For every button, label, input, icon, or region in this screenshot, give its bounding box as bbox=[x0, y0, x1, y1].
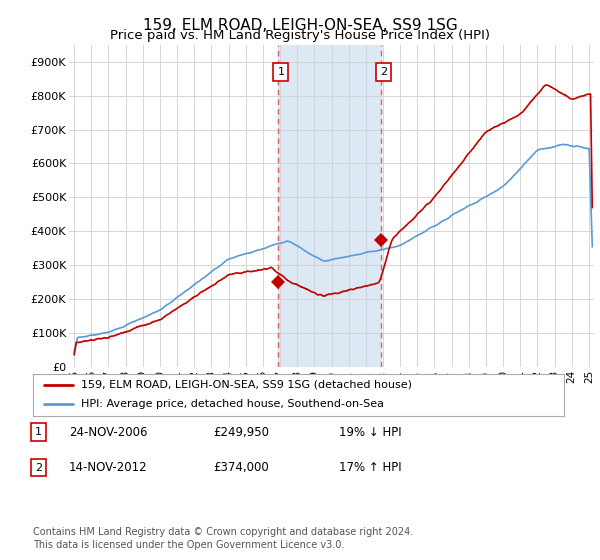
Text: £374,000: £374,000 bbox=[213, 461, 269, 474]
Text: 1: 1 bbox=[35, 427, 42, 437]
Text: 2: 2 bbox=[380, 67, 387, 77]
Text: Price paid vs. HM Land Registry's House Price Index (HPI): Price paid vs. HM Land Registry's House … bbox=[110, 29, 490, 42]
Text: HPI: Average price, detached house, Southend-on-Sea: HPI: Average price, detached house, Sout… bbox=[81, 399, 384, 409]
Text: 2: 2 bbox=[35, 463, 42, 473]
Text: £249,950: £249,950 bbox=[213, 426, 269, 439]
Text: 1: 1 bbox=[277, 67, 284, 77]
Bar bbox=[278, 45, 381, 367]
Text: 19% ↓ HPI: 19% ↓ HPI bbox=[339, 426, 401, 439]
Text: 17% ↑ HPI: 17% ↑ HPI bbox=[339, 461, 401, 474]
Text: 159, ELM ROAD, LEIGH-ON-SEA, SS9 1SG (detached house): 159, ELM ROAD, LEIGH-ON-SEA, SS9 1SG (de… bbox=[81, 380, 412, 390]
Text: 14-NOV-2012: 14-NOV-2012 bbox=[69, 461, 148, 474]
Text: 159, ELM ROAD, LEIGH-ON-SEA, SS9 1SG: 159, ELM ROAD, LEIGH-ON-SEA, SS9 1SG bbox=[143, 18, 457, 33]
Text: Contains HM Land Registry data © Crown copyright and database right 2024.
This d: Contains HM Land Registry data © Crown c… bbox=[33, 527, 413, 550]
Text: 24-NOV-2006: 24-NOV-2006 bbox=[69, 426, 148, 439]
